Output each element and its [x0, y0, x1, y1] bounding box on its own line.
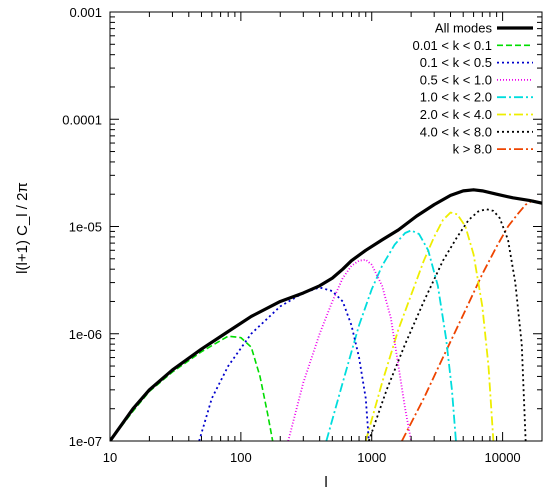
series-line-2-0-k-4-0 — [364, 211, 495, 441]
series-layer — [110, 188, 542, 441]
series-line-all-modes — [110, 188, 542, 441]
y-axis-title: l(l+1) C_l / 2π — [14, 182, 31, 274]
x-axis-title: l — [324, 474, 327, 491]
legend-label-2-0-k-4-0: 2.0 < k < 4.0 — [420, 107, 492, 122]
legend-label-all-modes: All modes — [435, 21, 493, 36]
legend-label-1-0-k-2-0: 1.0 < k < 2.0 — [420, 90, 492, 105]
legend: All modes 0.01 < k < 0.1 0.1 < k < 0.5 0.5 … — [412, 21, 533, 157]
legend-label-k-8-0: k > 8.0 — [453, 142, 492, 157]
y-tick-label: 0.001 — [69, 5, 102, 20]
x-tick-label: 1000 — [357, 450, 386, 465]
series-line-k-8-0 — [401, 199, 542, 441]
x-tick-label: 100 — [230, 450, 252, 465]
y-tick-label: 1e-05 — [69, 220, 102, 235]
series-line-0-01-k-0-1 — [110, 335, 274, 441]
legend-label-4-0-k-8-0: 4.0 < k < 8.0 — [420, 124, 492, 139]
legend-label-0-01-k-0-1: 0.01 < k < 0.1 — [412, 38, 492, 53]
y-tick-label: 1e-06 — [69, 327, 102, 342]
series-line-0-1-k-0-5 — [198, 286, 370, 441]
series-line-1-0-k-2-0 — [325, 229, 457, 441]
ticks-layer: 10 100 1000 10000 1e-07 1e-06 1e-05 0.0001 0.001 — [62, 5, 543, 465]
legend-label-0-1-k-0-5: 0.1 < k < 0.5 — [420, 55, 492, 70]
y-tick-label: 0.0001 — [62, 112, 102, 127]
x-tick-label: 10000 — [485, 450, 521, 465]
x-tick-label: 10 — [103, 450, 117, 465]
series-line-4-0-k-8-0 — [367, 208, 527, 441]
series-line-0-5-k-1-0 — [287, 258, 413, 441]
legend-label-0-5-k-1-0: 0.5 < k < 1.0 — [420, 72, 492, 87]
y-tick-label: 1e-07 — [69, 434, 102, 449]
